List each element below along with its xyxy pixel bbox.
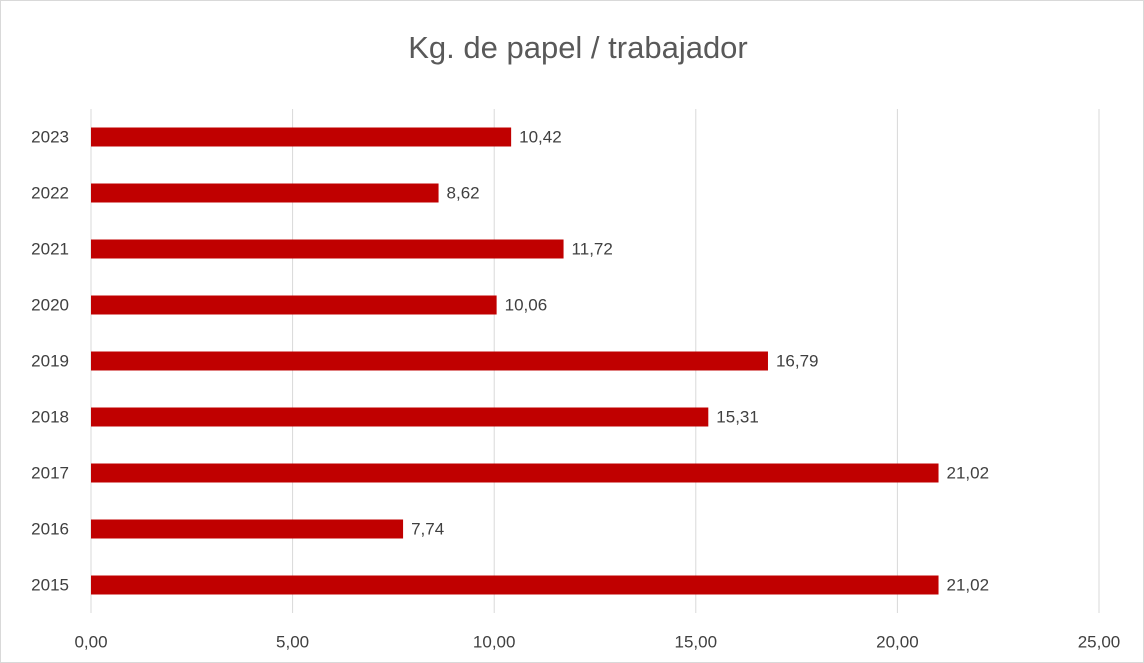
data-label: 11,72 bbox=[572, 239, 613, 258]
x-tick-label: 0,00 bbox=[74, 632, 107, 651]
bar bbox=[91, 407, 709, 427]
bar bbox=[91, 575, 939, 595]
y-tick-label: 2022 bbox=[31, 183, 69, 202]
bar bbox=[91, 127, 512, 147]
y-tick-label: 2023 bbox=[31, 127, 69, 146]
data-label: 21,02 bbox=[947, 575, 990, 594]
y-tick-label: 2019 bbox=[31, 351, 69, 370]
y-tick-label: 2016 bbox=[31, 519, 69, 538]
y-tick-label: 2020 bbox=[31, 295, 69, 314]
data-label: 15,31 bbox=[716, 407, 759, 426]
x-tick-label: 25,00 bbox=[1078, 632, 1121, 651]
bar bbox=[91, 239, 564, 259]
data-label: 21,02 bbox=[947, 463, 990, 482]
x-tick-label: 15,00 bbox=[675, 632, 718, 651]
bar bbox=[91, 295, 497, 315]
data-label: 7,74 bbox=[411, 519, 444, 538]
x-tick-label: 20,00 bbox=[876, 632, 919, 651]
y-tick-label: 2018 bbox=[31, 407, 69, 426]
data-label: 10,06 bbox=[505, 295, 548, 314]
bar bbox=[91, 519, 404, 539]
bar bbox=[91, 463, 939, 483]
y-tick-label: 2017 bbox=[31, 463, 69, 482]
x-tick-label: 5,00 bbox=[276, 632, 309, 651]
data-label: 10,42 bbox=[519, 127, 562, 146]
y-tick-label: 2021 bbox=[31, 239, 69, 258]
y-tick-label: 2015 bbox=[31, 575, 69, 594]
bar bbox=[91, 351, 768, 371]
x-tick-label: 10,00 bbox=[473, 632, 516, 651]
data-label: 8,62 bbox=[447, 183, 480, 202]
chart-title: Kg. de papel / trabajador bbox=[408, 30, 748, 65]
bar bbox=[91, 183, 439, 203]
data-label: 16,79 bbox=[776, 351, 819, 370]
